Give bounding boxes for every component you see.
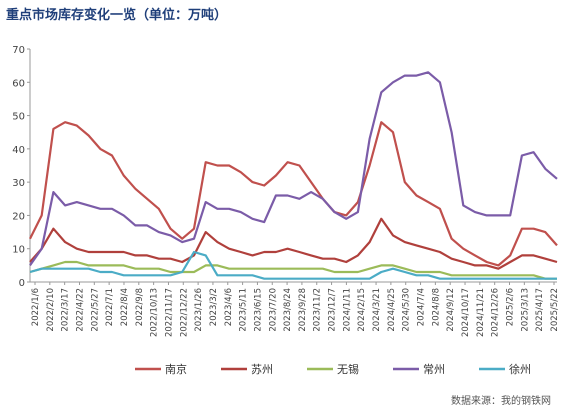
x-tick-label: 2024/9/12 (446, 288, 456, 332)
x-tick-label: 2024/2/15 (357, 288, 367, 332)
x-tick-label: 2023/3/2 (209, 288, 219, 326)
y-tick-label: 20 (12, 211, 25, 222)
x-tick-label: 2024/5/30 (402, 288, 412, 332)
x-tick-label: 2024/1/11 (342, 288, 352, 332)
x-tick-label: 2022/2/10 (46, 288, 56, 332)
x-tick-label: 2022/7/1 (105, 288, 115, 326)
y-tick-label: 10 (12, 245, 25, 256)
y-tick-label: 0 (19, 278, 25, 289)
series-line-0 (29, 121, 558, 267)
x-tick-label: 2024/3/21 (372, 288, 382, 332)
x-tick-label: 2023/1/26 (194, 288, 204, 332)
series-line-1 (29, 217, 558, 270)
x-tick-label: 2022/5/27 (90, 288, 100, 332)
legend-label-1: 苏州 (251, 363, 273, 376)
x-tick-label: 2022/8/4 (120, 288, 130, 326)
y-tick-label: 70 (12, 45, 25, 56)
x-tick-label: 2023/12/7 (328, 288, 338, 332)
x-tick-label: 2023/8/24 (283, 288, 293, 332)
y-tick-label: 50 (12, 112, 25, 123)
x-tick-label: 2022/12/22 (179, 288, 189, 337)
x-tick-label: 2024/12/26 (491, 288, 501, 337)
x-tick-label: 2023/4/6 (224, 288, 234, 326)
x-tick-label: 2023/6/15 (253, 288, 263, 332)
x-tick-label: 2023/7/20 (268, 288, 278, 332)
x-tick-label: 2022/1/6 (31, 288, 41, 326)
legend-label-2: 无锡 (337, 362, 359, 376)
chart-title: 重点市场库存变化一览（单位：万吨） (6, 8, 228, 23)
x-tick-label: 2024/4/25 (387, 288, 397, 332)
x-tick-label: 2024/7/4 (417, 288, 427, 326)
x-tick-label: 2022/4/22 (75, 288, 85, 332)
series-line-3 (29, 71, 558, 267)
legend-label-3: 常州 (423, 363, 445, 376)
y-tick-label: 60 (12, 78, 25, 89)
x-tick-label: 2022/9/8 (135, 288, 145, 326)
x-tick-label: 2023/9/28 (298, 288, 308, 332)
x-tick-label: 2025/2/6 (506, 288, 516, 326)
y-tick-label: 30 (12, 178, 25, 189)
x-tick-label: 2025/3/13 (520, 288, 530, 332)
x-tick-label: 2024/10/17 (461, 288, 471, 337)
legend-label-0: 南京 (165, 362, 187, 376)
x-tick-label: 2022/3/17 (61, 288, 71, 332)
legend-label-4: 徐州 (509, 362, 531, 376)
x-tick-label: 2024/8/8 (431, 288, 441, 326)
data-source: 数据来源：我的钢铁网 (451, 396, 551, 407)
series-line-4 (29, 250, 557, 280)
x-tick-label: 2025/4/17 (535, 288, 545, 332)
y-tick-label: 40 (12, 145, 25, 156)
x-tick-label: 2022/10/13 (150, 288, 160, 337)
x-tick-label: 2025/5/22 (550, 288, 560, 332)
x-tick-label: 2023/11/2 (313, 288, 323, 332)
x-tick-label: 2024/11/21 (476, 288, 486, 337)
x-tick-label: 2022/11/17 (164, 288, 174, 337)
x-tick-label: 2023/5/11 (239, 288, 249, 332)
series-line-2 (29, 260, 557, 280)
